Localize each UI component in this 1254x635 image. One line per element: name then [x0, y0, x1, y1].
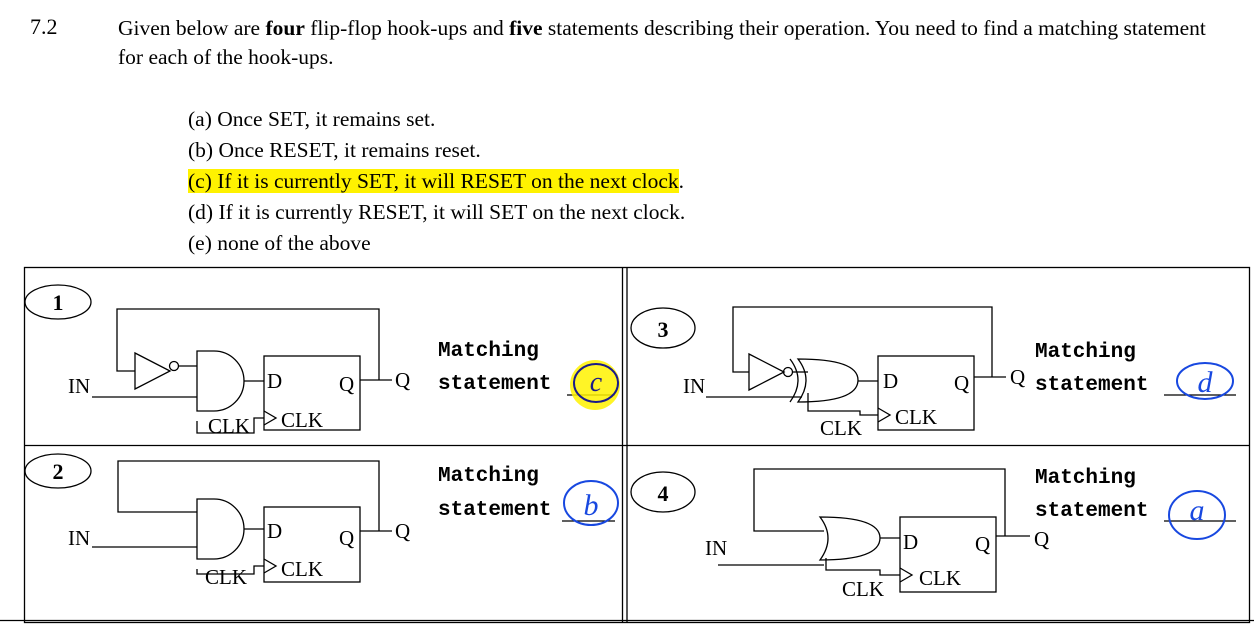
circuit-4-clock-triangle: [899, 567, 914, 583]
circuit-4-clk-pin-label: CLK: [919, 566, 961, 590]
circuit-4-number-oval: [630, 471, 696, 513]
circuit-1-clk-pin-label: CLK: [281, 408, 323, 432]
circuit-2-number: 2: [53, 459, 64, 484]
statement-options: (a) Once SET, it remains set. (b) Once R…: [188, 104, 685, 259]
circuit-3-xor-curve: [789, 358, 799, 403]
option-c-highlighted-text: (c) If it is currently SET, it will RESE…: [188, 169, 679, 193]
circuit-3-clk-label: CLK: [820, 416, 862, 440]
circuit-3-statement-label: statement: [1035, 374, 1148, 397]
circuit-1: 1 IN D Q Q CLK CLK Matching statement: [24, 284, 620, 438]
circuit-1-number-oval: [24, 284, 92, 320]
circuit-1-statement-label: statement: [438, 373, 551, 396]
circuit-3-q-pin-label: Q: [954, 371, 969, 395]
circuit-4-statement-label: statement: [1035, 500, 1148, 523]
circuit-4-clk-wire: [825, 558, 900, 576]
circuit-2-and-gate: [196, 498, 245, 560]
panel-grid: [0, 266, 1254, 624]
circuit-1-clock-triangle: [263, 410, 278, 426]
circuit-4-q-output-label: Q: [1034, 527, 1049, 551]
circuit-2-in-label: IN: [68, 526, 90, 550]
question-bold-five: five: [509, 16, 543, 40]
question-number: 7.2: [30, 14, 58, 39]
circuit-3-clk-wire: [807, 393, 878, 416]
circuit-3-clock-triangle: [877, 407, 892, 423]
circuit-4-flipflop: [899, 516, 997, 593]
question-text: Given below are four flip-flop hook-ups …: [118, 14, 1228, 72]
circuit-3-number-oval: [630, 307, 696, 349]
circuit-1-flipflop: [263, 355, 361, 431]
circuit-1-answer: c: [590, 367, 603, 398]
circuit-2-clk-wire: [196, 565, 264, 575]
circuit-4: 4 IN D Q Q CLK CLK Matching statement a: [630, 467, 1236, 601]
circuit-2-statement-label: statement: [438, 499, 551, 522]
option-b-text: (b) Once RESET, it remains reset.: [188, 138, 481, 162]
circuit-4-number: 4: [658, 481, 669, 506]
question-intro-1: Given below are: [118, 16, 266, 40]
circuit-3-d-label: D: [883, 369, 898, 393]
circuit-1-number: 1: [53, 290, 64, 315]
circuit-4-matching-label: Matching: [1035, 467, 1136, 490]
circuit-2: 2 IN D Q Q CLK CLK Matching statement b: [24, 453, 619, 589]
option-c: (c) If it is currently SET, it will RESE…: [188, 166, 685, 197]
circuit-2-clk-pin-label: CLK: [281, 557, 323, 581]
option-c-suffix: .: [678, 169, 684, 193]
circuit-3-or-gate: [796, 358, 859, 403]
circuit-4-in-label: IN: [705, 536, 727, 560]
option-d: (d) If it is currently RESET, it will SE…: [188, 200, 686, 224]
circuit-1-d-label: D: [267, 369, 282, 393]
circuit-3-q-output-label: Q: [1010, 365, 1025, 389]
circuit-1-matching-label: Matching: [438, 340, 539, 363]
circuit-2-q-pin-label: Q: [339, 526, 354, 550]
circuit-1-inverter-bubble: [168, 360, 180, 372]
circuit-1-answer-circle: [573, 363, 619, 403]
circuit-3-matching-label: Matching: [1035, 341, 1136, 364]
circuit-4-feedback-wire: [753, 468, 1006, 536]
circuit-1-not-gate: [134, 351, 172, 391]
question-intro-3: statements describing their operation. Y…: [118, 16, 1206, 69]
circuit-2-clock-triangle: [263, 558, 278, 574]
circuit-1-in-label: IN: [68, 374, 90, 398]
circuit-2-matching-label: Matching: [438, 465, 539, 488]
circuit-3: 3 IN D Q Q CLK CLK Matching statement d: [630, 306, 1236, 440]
circuit-1-clk-label: CLK: [208, 414, 250, 438]
circuit-1-q-output-label: Q: [395, 368, 410, 392]
circuit-3-answer-circle: [1176, 362, 1234, 400]
circuit-3-number: 3: [658, 317, 669, 342]
circuit-4-clk-label: CLK: [842, 577, 884, 601]
circuit-4-answer-circle: [1168, 490, 1226, 540]
circuit-1-and-gate: [196, 350, 245, 412]
circuit-2-q-output-label: Q: [395, 519, 410, 543]
circuit-4-answer: a: [1190, 494, 1205, 527]
circuit-3-not-gate: [748, 352, 786, 392]
circuit-3-clk-pin-label: CLK: [895, 405, 937, 429]
circuit-1-clk-wire: [196, 417, 264, 434]
circuit-2-d-label: D: [267, 519, 282, 543]
circuit-3-feedback-wire: [732, 306, 993, 377]
circuit-3-answer: d: [1198, 366, 1214, 399]
circuit-4-q-pin-label: Q: [975, 532, 990, 556]
question-intro-2: flip-flop hook-ups and: [304, 16, 510, 40]
circuit-2-answer: b: [584, 489, 599, 522]
circuit-2-flipflop: [263, 506, 361, 583]
circuit-2-clk-label: CLK: [205, 565, 247, 589]
option-e: (e) none of the above: [188, 231, 371, 255]
circuit-1-q-pin-label: Q: [339, 372, 354, 396]
circuit-2-feedback-wire: [117, 460, 380, 531]
circuit-3-flipflop: [877, 355, 975, 431]
circuit-1-feedback-wire: [116, 308, 380, 380]
circuit-4-d-label: D: [903, 530, 918, 554]
circuit-3-in-label: IN: [683, 374, 705, 398]
circuit-4-or-gate: [818, 516, 881, 561]
question-bold-four: four: [265, 16, 305, 40]
option-b: (b) Once RESET, it remains reset.: [188, 135, 685, 166]
circuit-2-number-oval: [24, 453, 92, 489]
circuit-2-answer-circle: [563, 480, 619, 526]
option-a: (a) Once SET, it remains set.: [188, 107, 436, 131]
